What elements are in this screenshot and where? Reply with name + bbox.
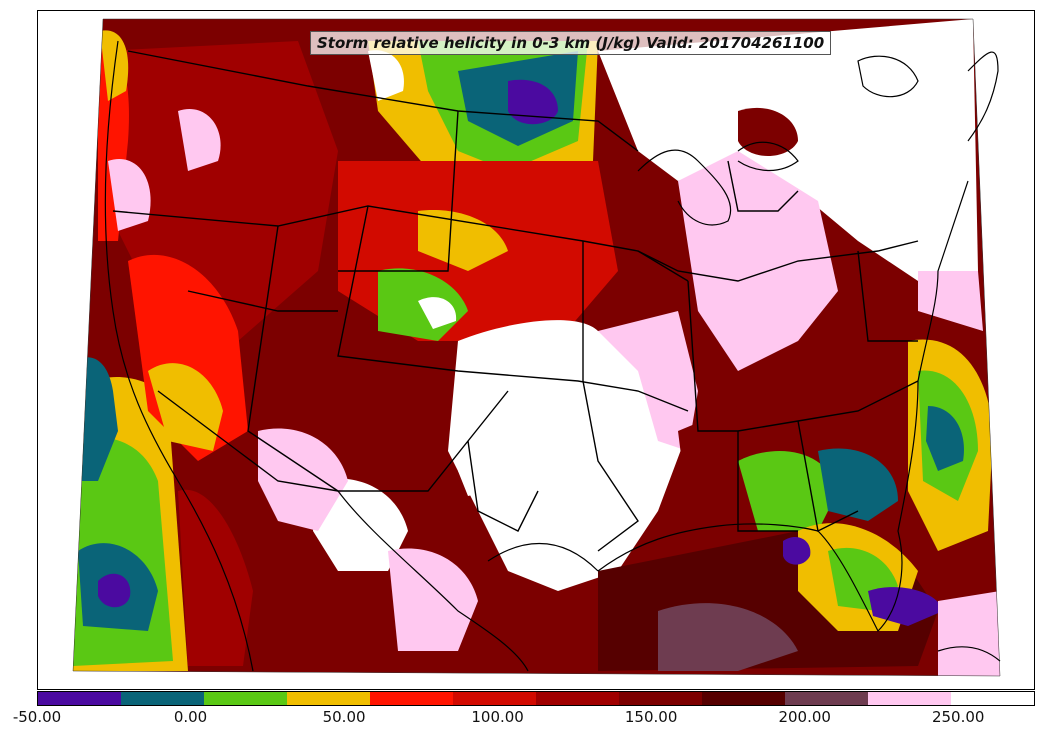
- mexico-pink: [388, 548, 478, 651]
- northeast-pink-region: [678, 151, 838, 371]
- colorbar-tick-label: 250.00: [931, 708, 985, 726]
- colorbar-segment: [785, 692, 868, 705]
- se-purple-spot: [783, 536, 811, 565]
- west-white-patch-2: [178, 109, 221, 171]
- colorbar-segment: [702, 692, 785, 705]
- colorado-white-patch: [418, 297, 457, 329]
- colorbar-segment: [287, 692, 370, 705]
- colorbar-tick-label: 0.00: [173, 708, 208, 726]
- helicity-field: [73, 19, 1000, 676]
- colorbar-segment: [121, 692, 204, 705]
- atlantic-teal: [926, 406, 964, 471]
- colorbar-segment: [370, 692, 453, 705]
- texas-white: [313, 478, 408, 571]
- colorbar-segment: [453, 692, 536, 705]
- west-orange-patches: [148, 363, 223, 451]
- state-boundaries: [112, 50, 919, 552]
- north-plains-purple: [508, 79, 558, 125]
- colorbar-segment: [536, 692, 619, 705]
- colorbar-tick-label: 150.00: [624, 708, 678, 726]
- east-coast-pink: [918, 271, 983, 331]
- colorbar-segment: [868, 692, 951, 705]
- colorbar-tick-labels: -50.00 0.00 50.00 100.00 150.00 200.00 250.00: [13, 708, 1035, 732]
- colorbar-tick-label: 100.00: [471, 708, 524, 726]
- sw-white-region: [258, 428, 348, 531]
- map-frame: Storm relative helicity in 0-3 km (J/kg)…: [37, 10, 1035, 690]
- colorbar-segment: [204, 692, 287, 705]
- colorbar-tick-label: -50.00: [12, 708, 62, 726]
- gulf-purple: [868, 587, 943, 626]
- colorbar: [37, 691, 1035, 706]
- baja-dark-region: [178, 489, 253, 666]
- south-central-white: [448, 320, 688, 591]
- southeast-green: [738, 451, 838, 531]
- colorbar-segment: [38, 692, 121, 705]
- southeast-teal: [818, 448, 898, 521]
- colorbar-segment: [951, 692, 1034, 705]
- caribbean-pink: [938, 591, 1000, 676]
- gulf-mauve: [658, 603, 798, 671]
- helicity-map: [72, 18, 1001, 677]
- colorbar-tick-label: 50.00: [322, 708, 366, 726]
- pacific-purple-spot: [98, 573, 131, 608]
- map-title: Storm relative helicity in 0-3 km (J/kg)…: [310, 31, 832, 55]
- colorbar-segment: [619, 692, 702, 705]
- south-central-pink: [598, 311, 698, 451]
- west-white-patch-3: [368, 50, 404, 101]
- model-domain-outline: [72, 18, 1001, 677]
- colorbar-tick-label: 200.00: [778, 708, 831, 726]
- coastlines: [104, 40, 1001, 672]
